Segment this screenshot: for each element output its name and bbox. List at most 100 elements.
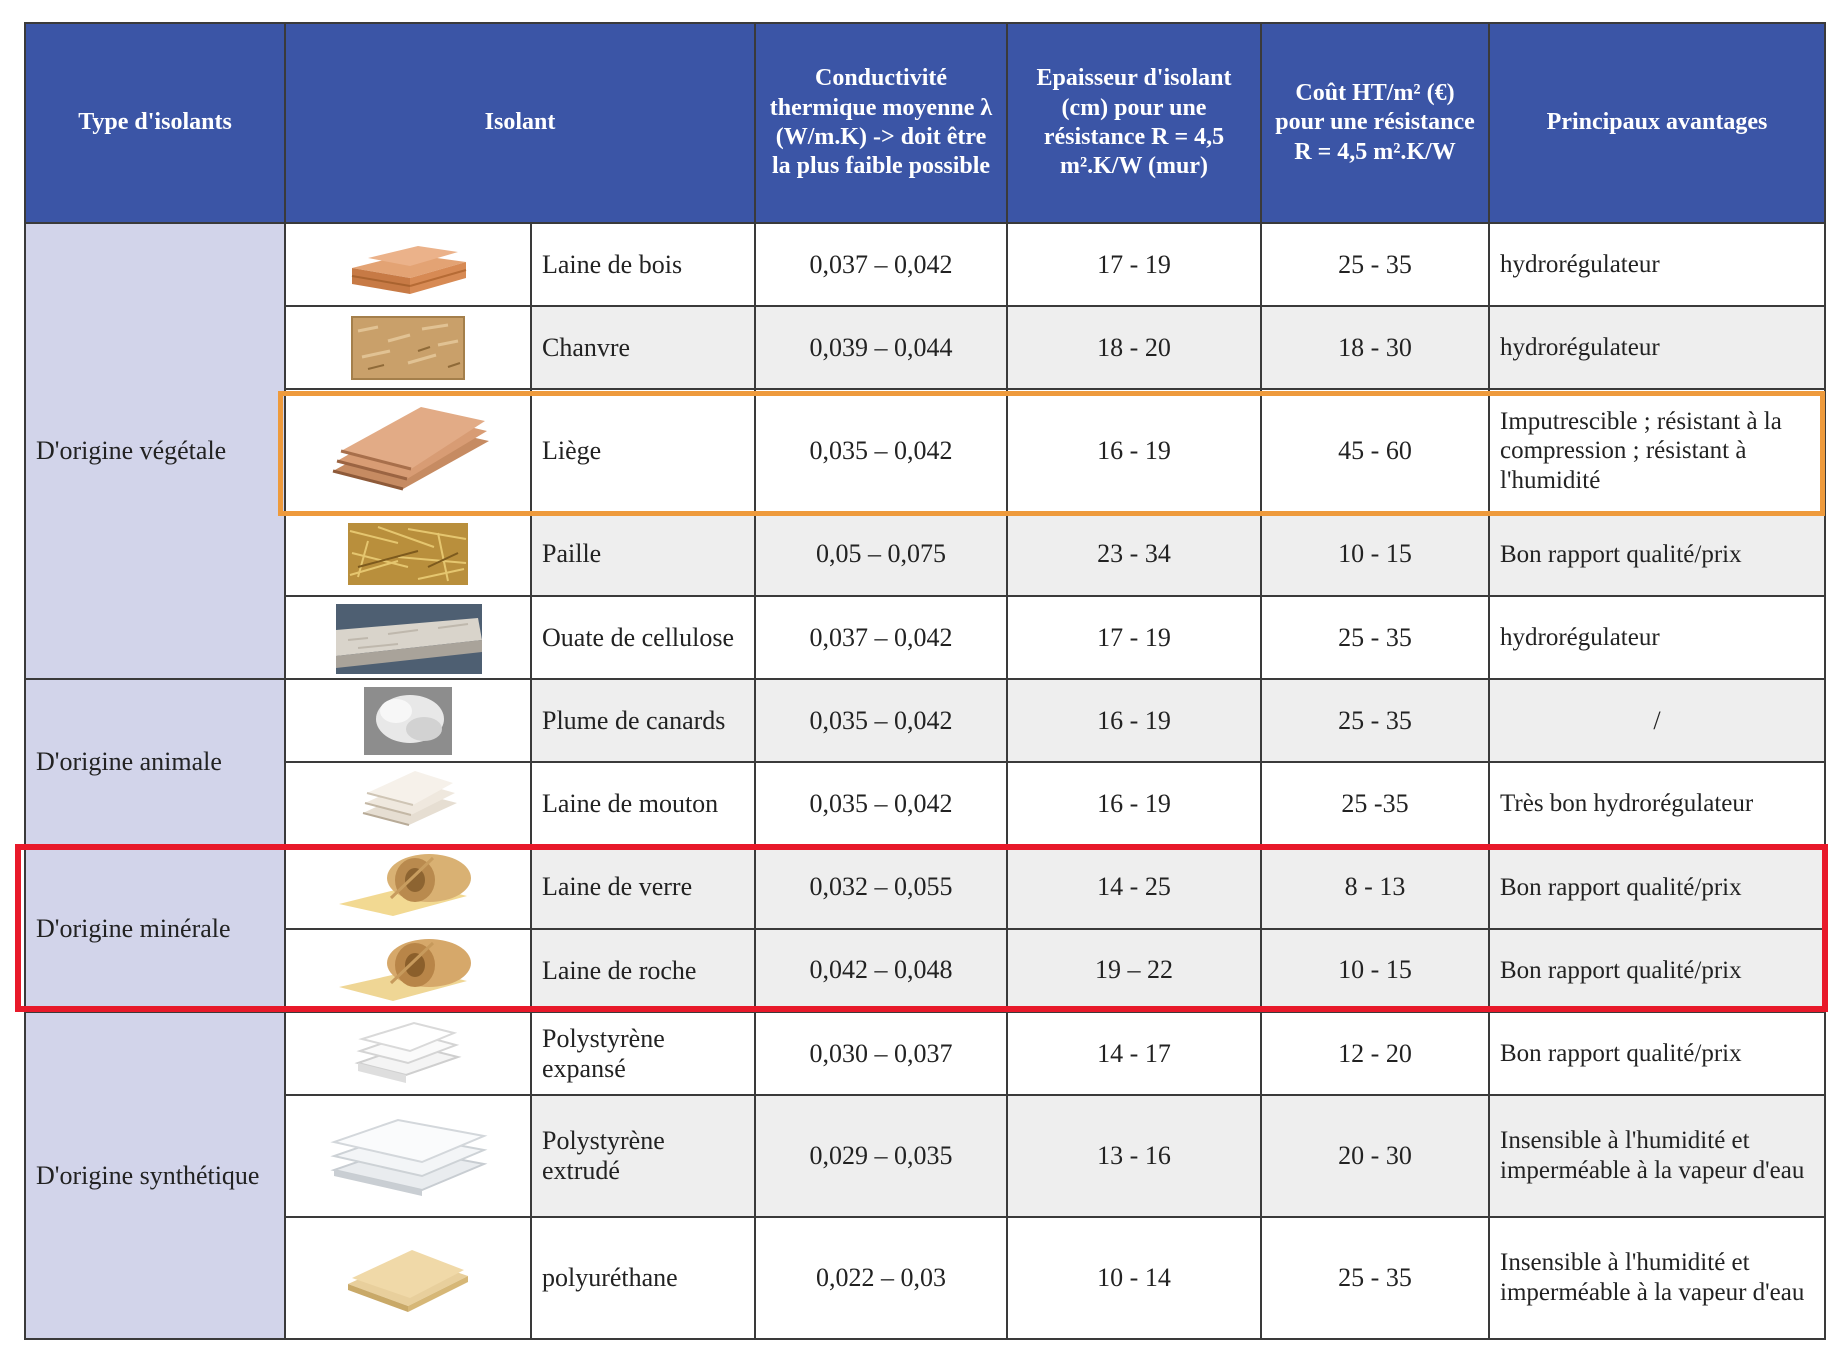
material-name: Laine de roche (530, 927, 756, 1014)
conductivity-cell: 0,029 – 0,035 (754, 1094, 1008, 1218)
group-label-vegetale: D'origine végétale (24, 221, 286, 681)
table-row: Laine de roche 0,042 – 0,048 19 – 22 10 … (25, 927, 1826, 1014)
advantages-cell: hydrorégulateur (1488, 594, 1826, 681)
hemp-board-icon (351, 315, 465, 380)
advantages-cell: Bon rapport qualité/prix (1488, 844, 1826, 930)
wood-fiber-board-icon (351, 245, 467, 294)
advantages-cell: hydrorégulateur (1488, 305, 1826, 391)
material-name: Polystyrène extrudé (530, 1094, 756, 1218)
material-name: polyuréthane (530, 1215, 756, 1341)
conductivity-cell: 0,037 – 0,042 (754, 221, 1008, 308)
material-image (284, 678, 532, 764)
conductivity-cell: 0,022 – 0,03 (754, 1215, 1008, 1341)
table-row: Chanvre 0,039 – 0,044 18 - 20 18 - 30 hy… (25, 305, 1826, 391)
material-image (284, 927, 532, 1014)
thickness-cell: 10 - 14 (1006, 1215, 1262, 1341)
advantages-cell: Bon rapport qualité/prix (1488, 1011, 1826, 1097)
material-image (284, 305, 532, 391)
conductivity-cell: 0,037 – 0,042 (754, 594, 1008, 681)
material-name: Liège (530, 388, 756, 514)
thickness-cell: 16 - 19 (1006, 678, 1262, 764)
thickness-cell: 14 - 25 (1006, 844, 1262, 930)
conductivity-cell: 0,032 – 0,055 (754, 844, 1008, 930)
cost-cell: 25 - 35 (1260, 1215, 1490, 1341)
advantages-cell: / (1488, 678, 1826, 764)
polyurethane-board-icon (348, 1249, 468, 1312)
cost-cell: 20 - 30 (1260, 1094, 1490, 1218)
cellulose-wadding-icon (336, 603, 482, 674)
header-avantages: Principaux avantages (1488, 22, 1826, 224)
conductivity-cell: 0,035 – 0,042 (754, 388, 1008, 514)
group-label-animale: D'origine animale (24, 678, 286, 847)
header-cout: Coût HT/m² (€) pour une résistance R = 4… (1260, 22, 1490, 224)
material-image (284, 221, 532, 308)
cost-cell: 8 - 13 (1260, 844, 1490, 930)
thickness-cell: 13 - 16 (1006, 1094, 1262, 1218)
glass-wool-roll-icon (339, 854, 471, 917)
conductivity-cell: 0,035 – 0,042 (754, 678, 1008, 764)
conductivity-cell: 0,05 – 0,075 (754, 511, 1008, 597)
thickness-cell: 18 - 20 (1006, 305, 1262, 391)
table-row: D'origine végétale Laine de bois 0,037 –… (24, 221, 1826, 681)
material-image (284, 594, 532, 681)
extruded-polystyrene-icon (330, 1118, 488, 1196)
table-row: Laine de mouton 0,035 – 0,042 16 - 19 25… (25, 761, 1826, 847)
rock-wool-roll-icon (339, 939, 471, 1002)
material-name: Chanvre (530, 305, 756, 391)
sheep-wool-icon (362, 771, 457, 826)
cost-cell: 12 - 20 (1260, 1011, 1490, 1097)
material-image (284, 1011, 532, 1097)
cost-cell: 25 - 35 (1260, 678, 1490, 764)
header-isolant: Isolant (284, 22, 756, 224)
thickness-cell: 17 - 19 (1006, 594, 1262, 681)
cork-boards-icon (332, 407, 489, 491)
material-name: Paille (530, 511, 756, 597)
cost-cell: 25 - 35 (1260, 221, 1490, 308)
material-name: Ouate de cellulose (530, 594, 756, 681)
conductivity-cell: 0,039 – 0,044 (754, 305, 1008, 391)
group-label-synthetique: D'origine synthétique (24, 1011, 286, 1340)
conductivity-cell: 0,042 – 0,048 (754, 927, 1008, 1014)
group-label-minerale: D'origine minérale (24, 844, 286, 1014)
material-name: Laine de verre (530, 844, 756, 930)
table-row: Ouate de cellulose 0,037 – 0,042 17 - 19… (25, 594, 1826, 681)
table-row: D'origine animale Plume de canards 0,035… (24, 678, 1826, 847)
thickness-cell: 14 - 17 (1006, 1011, 1262, 1097)
cost-cell: 25 - 35 (1260, 594, 1490, 681)
cost-cell: 18 - 30 (1260, 305, 1490, 391)
material-image (284, 1215, 532, 1341)
material-name: Polystyrène expansé (530, 1011, 756, 1097)
insulation-comparison-table: Type d'isolants Isolant Conductivité the… (24, 22, 1826, 1341)
advantages-cell: Très bon hydrorégulateur (1488, 761, 1826, 847)
thickness-cell: 16 - 19 (1006, 761, 1262, 847)
table-row: Paille 0,05 – 0,075 23 - 34 10 - 15 Bon … (25, 511, 1826, 597)
material-image (284, 844, 532, 930)
table-row: D'origine minérale Laine de verre 0,032 … (24, 844, 1826, 1014)
material-name: Laine de bois (530, 221, 756, 308)
thickness-cell: 16 - 19 (1006, 388, 1262, 514)
header-epaisseur: Epaisseur d'isolant (cm) pour une résist… (1006, 22, 1262, 224)
advantages-cell: Imputrescible ; résistant à la compressi… (1488, 388, 1826, 514)
conductivity-cell: 0,030 – 0,037 (754, 1011, 1008, 1097)
advantages-cell: Bon rapport qualité/prix (1488, 927, 1826, 1014)
conductivity-cell: 0,035 – 0,042 (754, 761, 1008, 847)
material-image (284, 1094, 532, 1218)
header-conductivite: Conductivité thermique moyenne λ (W/m.K)… (754, 22, 1008, 224)
advantages-cell: Bon rapport qualité/prix (1488, 511, 1826, 597)
duck-feather-icon (364, 686, 452, 755)
table-row: polyuréthane 0,022 – 0,03 10 - 14 25 - 3… (25, 1215, 1826, 1341)
header-row: Type d'isolants Isolant Conductivité the… (24, 22, 1826, 224)
table-row: Polystyrène extrudé 0,029 – 0,035 13 - 1… (25, 1094, 1826, 1218)
material-name: Plume de canards (530, 678, 756, 764)
thickness-cell: 23 - 34 (1006, 511, 1262, 597)
material-image (284, 511, 532, 597)
header-type: Type d'isolants (24, 22, 286, 224)
cost-cell: 25 -35 (1260, 761, 1490, 847)
cost-cell: 10 - 15 (1260, 927, 1490, 1014)
straw-bale-icon (348, 523, 468, 586)
material-image (284, 388, 532, 514)
table-row: Liège 0,035 – 0,042 16 - 19 45 - 60 Impu… (25, 388, 1826, 514)
table-row: D'origine synthétique Polystyrène expans… (24, 1011, 1826, 1340)
cost-cell: 45 - 60 (1260, 388, 1490, 514)
thickness-cell: 17 - 19 (1006, 221, 1262, 308)
